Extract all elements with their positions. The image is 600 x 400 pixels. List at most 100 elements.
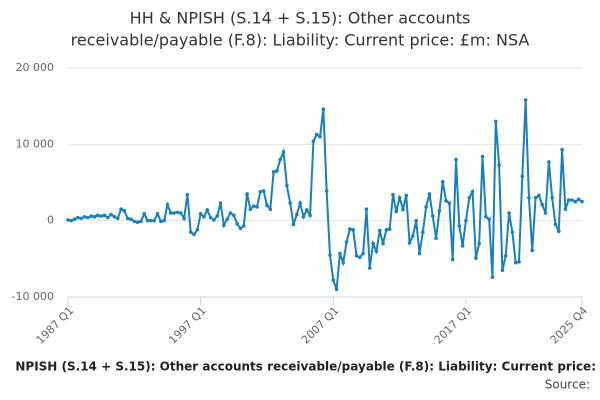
data-point [182,216,186,221]
data-point [497,163,501,167]
data-point [86,215,90,220]
data-point [178,211,183,215]
data-point [530,248,535,253]
data-point [271,170,276,174]
data-point [76,215,80,220]
data-point [135,220,140,224]
data-point [381,241,385,246]
data-point [255,205,259,209]
data-point [324,189,329,193]
data-point [361,251,365,256]
data-point [152,218,157,223]
data-point [102,213,107,218]
data-point [278,157,283,162]
data-point [258,189,263,194]
data-point [454,157,458,162]
data-point [172,211,176,215]
x-tick-label: 2025 Q4 [548,304,591,347]
chart-title: receivable/payable (F.8): Liability: Cur… [71,31,530,50]
data-point [96,213,100,218]
data-point [467,195,472,200]
data-point [235,221,239,226]
data-point [427,192,432,196]
data-point [218,201,223,205]
data-point [404,193,409,198]
data-point [212,218,216,222]
data-point [470,189,475,194]
data-point [162,218,166,223]
data-point [165,202,170,207]
data-point [311,139,316,144]
data-point [69,218,74,223]
data-point [434,236,438,241]
data-point [523,98,528,102]
data-point [232,213,236,218]
data-point [450,257,455,262]
data-point [228,211,233,215]
data-point [437,208,442,213]
data-point [421,230,425,234]
data-point [553,222,558,227]
data-point [424,205,428,209]
data-point [225,217,229,221]
data-point [92,215,97,219]
data-point [99,214,103,218]
data-point [527,195,531,200]
data-point [129,217,133,221]
data-point [109,212,113,217]
source: Source: [545,378,590,392]
data-point [533,195,538,200]
x-tick-label: 2017 Q1 [432,304,475,347]
data-point [374,249,379,253]
series-line [67,100,583,290]
data-point [185,192,190,197]
data-point [367,266,372,270]
data-point [314,132,319,137]
data-point [261,189,266,193]
data-point [417,251,422,256]
data-point [371,241,375,246]
footer: NPISH (S.14 + S.15): Other accounts rece… [15,360,596,374]
y-tick-label: -10 000 [12,290,54,303]
data-point [248,207,253,212]
data-point [175,210,180,215]
data-point [543,211,548,215]
data-point [159,219,163,224]
data-point [464,218,468,223]
data-point [397,195,402,200]
data-point [358,255,362,260]
data-point [198,211,203,216]
data-point [493,119,498,124]
data-point [563,207,568,212]
data-point [354,253,359,258]
data-point [331,278,336,283]
data-point [540,202,545,207]
data-point [169,211,173,215]
y-tick-label: 0 [47,214,54,227]
data-point [573,199,578,204]
data-point [132,219,137,224]
data-point [580,199,584,204]
data-point [89,214,94,218]
data-point [245,192,249,196]
data-point [537,193,541,198]
data-point [510,230,515,234]
data-point [566,198,571,202]
x-tick-label: 2007 Q1 [299,304,342,347]
data-point [391,192,395,197]
data-point [155,211,160,216]
data-point [490,275,495,279]
data-point [295,212,299,217]
data-point [281,150,286,154]
data-point [192,232,196,237]
data-point [384,228,389,232]
data-point [348,227,352,231]
data-point [440,179,445,184]
data-point [517,260,521,264]
data-point [351,228,355,232]
data-point [122,208,127,213]
data-point [377,228,382,233]
data-point [477,241,482,246]
y-tick-label: 20 000 [16,61,55,74]
data-point [112,215,117,219]
